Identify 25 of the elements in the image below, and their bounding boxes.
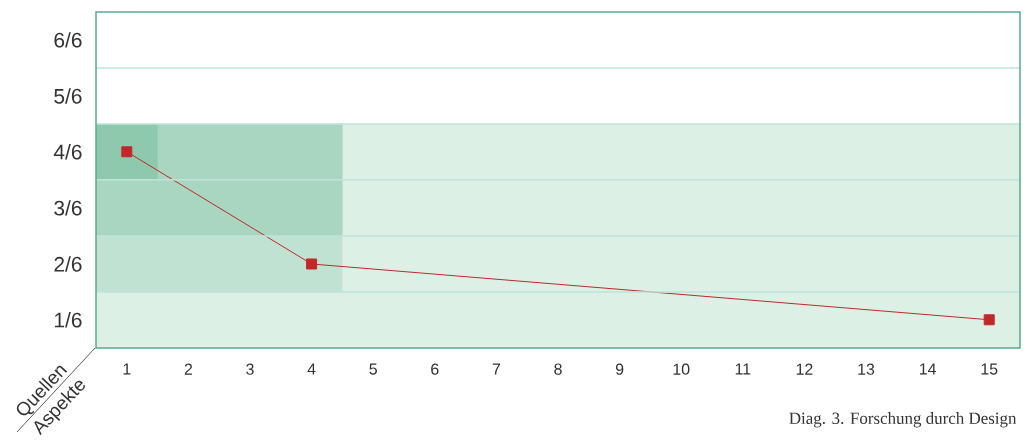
x-tick-label: 8	[554, 363, 562, 375]
y-tick-label: 2/6	[54, 256, 82, 272]
x-tick-label: 2	[184, 363, 193, 375]
x-tick-label: 15	[981, 363, 998, 375]
text: Diag. 3. Forschung durch Design	[789, 412, 1017, 428]
x-tick-label: 14	[919, 363, 936, 375]
x-tick-label: 9	[615, 363, 624, 375]
x-tick-label: 12	[796, 363, 813, 375]
y-tick-label: 3/6	[54, 200, 82, 216]
point	[983, 314, 995, 326]
x-tick-label: 11	[735, 363, 751, 375]
x-tick-label: 6	[431, 363, 439, 375]
x-tick-label: 10	[673, 363, 690, 375]
point	[306, 258, 318, 270]
point	[121, 146, 133, 158]
y-tick-label: 6/6	[54, 32, 82, 48]
x-tick-label: 5	[369, 363, 377, 375]
x-tick-label: 1	[123, 363, 131, 375]
x-tick-label: 13	[858, 363, 875, 375]
x-tick-label: 4	[307, 363, 316, 375]
y-tick-label: 4/6	[53, 144, 82, 160]
x-tick-label: 7	[492, 363, 501, 375]
y-tick-label: 5/6	[54, 88, 82, 104]
y-tick-label: 1/6	[55, 312, 82, 328]
x-tick-label: 3	[246, 363, 254, 375]
